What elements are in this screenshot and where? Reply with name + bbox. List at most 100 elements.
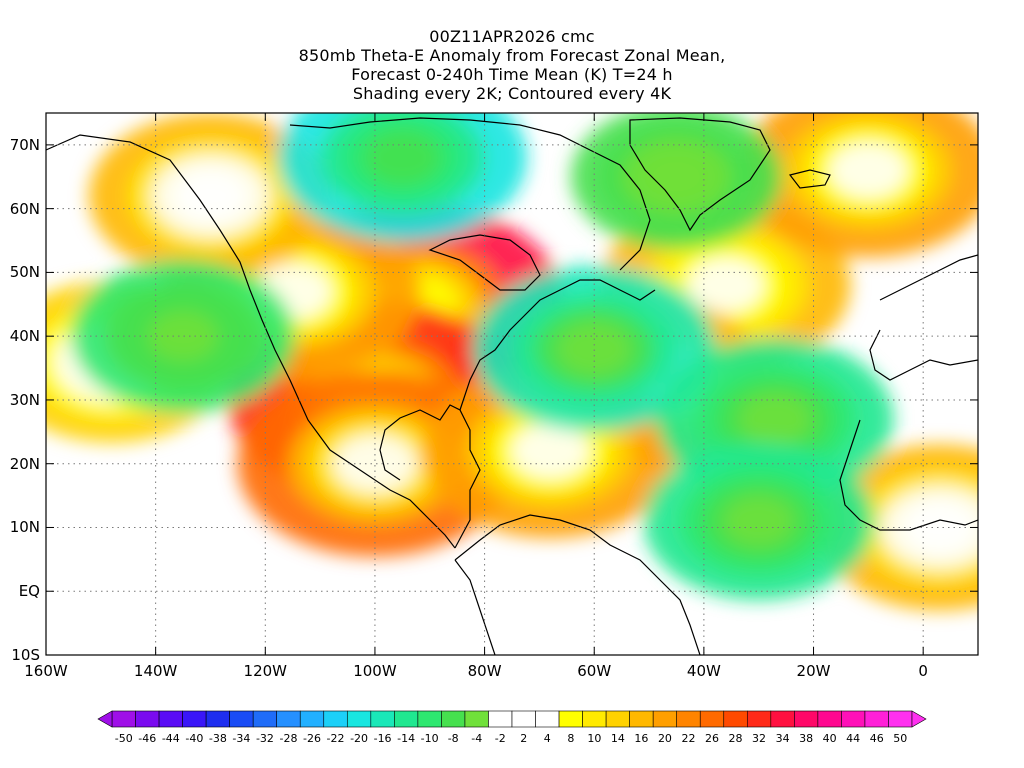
lon-label: 120W — [243, 662, 288, 680]
anomaly-region — [722, 495, 795, 547]
lon-label: 40W — [686, 662, 721, 680]
lat-label: 40N — [9, 327, 40, 346]
colorbar-label: 4 — [543, 732, 551, 745]
colorbar-segment — [652, 710, 678, 728]
colorbar-label: 32 — [752, 732, 767, 745]
colorbar-segment — [229, 710, 254, 728]
colorbar-segment — [276, 710, 301, 728]
colorbar-segment — [511, 710, 536, 728]
colorbar-segment — [723, 710, 748, 728]
colorbar-label: 46 — [869, 732, 884, 745]
colorbar-label: -22 — [326, 732, 345, 745]
colorbar-segment — [417, 710, 442, 728]
colorbar-segment — [817, 710, 842, 728]
colorbar-segment — [394, 710, 419, 728]
colorbar-segment — [841, 710, 866, 728]
lat-label: 60N — [9, 199, 40, 218]
lat-label: 70N — [9, 135, 40, 154]
colorbar-label: 28 — [728, 732, 743, 745]
colorbar-segment — [158, 710, 183, 728]
lon-label: 60W — [577, 662, 612, 680]
colorbar-segment — [676, 710, 701, 728]
coast-europe — [879, 254, 978, 301]
colorbar-segment — [746, 710, 772, 728]
coast-hudson-bay — [428, 234, 541, 291]
colorbar-segment — [346, 710, 372, 728]
colorbar-label: -46 — [138, 732, 157, 745]
colorbar-label: -8 — [447, 732, 459, 745]
colorbar-label: 10 — [587, 732, 602, 745]
colorbar-label: -28 — [279, 732, 298, 745]
colorbar-label: -34 — [232, 732, 251, 745]
coast-east-us — [459, 279, 656, 411]
coast-gulf-florida — [379, 404, 481, 549]
lat-label: 10S — [11, 646, 40, 664]
colorbar-label: -2 — [494, 732, 506, 745]
colorbar-segment — [770, 710, 795, 728]
colorbar-label: 20 — [657, 732, 672, 745]
colorbar-segment — [582, 710, 607, 728]
title-line-3: Forecast 0-240h Time Mean (K) T=24 h — [351, 65, 673, 84]
colorbar-label: 22 — [681, 732, 696, 745]
colorbar-segment — [605, 710, 630, 728]
colorbar-label: -38 — [208, 732, 227, 745]
colorbar-label: 2 — [520, 732, 528, 745]
lon-label: 20W — [796, 662, 831, 680]
axis-ticks — [45, 113, 978, 656]
lat-label: 20N — [9, 454, 40, 473]
colorbar-segment — [699, 710, 725, 728]
colorbar-label: -50 — [114, 732, 133, 745]
colorbar-segment — [629, 710, 654, 728]
title-line-2: 850mb Theta-E Anomaly from Forecast Zona… — [298, 46, 726, 65]
anomaly-region — [687, 257, 765, 313]
colorbar-label: -14 — [397, 732, 416, 745]
coast-africa — [839, 419, 978, 531]
title-line-1: 00Z11APR2026 cmc — [429, 27, 595, 46]
colorbar-label: 14 — [610, 732, 625, 745]
colorbar-label: -40 — [185, 732, 204, 745]
colorbar-segment — [111, 710, 136, 728]
coast-iceland — [788, 169, 831, 189]
colorbar-label: -10 — [420, 732, 439, 745]
colorbar-segment — [464, 710, 489, 728]
colorbar-label: -16 — [373, 732, 392, 745]
lat-label: 30N — [9, 390, 40, 409]
anomaly-region — [148, 311, 218, 362]
colorbar-segment — [205, 710, 230, 728]
title-line-4: Shading every 2K; Contoured every 4K — [352, 84, 672, 103]
colorbar-arrow-right — [911, 710, 927, 728]
colorbar-segment — [323, 710, 348, 728]
colorbar-segment — [558, 710, 583, 728]
colorbar-label: 8 — [567, 732, 575, 745]
colorbar-label: 44 — [846, 732, 861, 745]
anomaly-region — [901, 500, 978, 555]
colorbar-label: 40 — [822, 732, 837, 745]
colorbar-label: 38 — [799, 732, 814, 745]
continent-outlines — [46, 117, 978, 655]
coast-iberia-africa — [869, 329, 978, 381]
colorbar-label: -44 — [161, 732, 180, 745]
lat-label: 50N — [9, 263, 40, 282]
colorbar-segment — [299, 710, 325, 728]
colorbar-label: -26 — [303, 732, 321, 745]
coast-south-america-west — [454, 559, 496, 655]
lat-lon-grid — [46, 113, 978, 655]
colorbar-segment — [441, 710, 466, 728]
colorbar-label: 34 — [775, 732, 790, 745]
lon-label: 0 — [918, 662, 928, 680]
colorbar-segment — [864, 710, 889, 728]
coast-canada-arctic — [289, 117, 651, 271]
colorbar-label: 50 — [893, 732, 908, 745]
colorbar-label: 26 — [705, 732, 719, 745]
colorbar-segment — [252, 710, 278, 728]
colorbar-segment — [488, 710, 513, 728]
lon-label: 160W — [24, 662, 68, 680]
colorbar-segment — [370, 710, 395, 728]
lon-label: 140W — [133, 662, 178, 680]
anomaly-region — [510, 422, 590, 479]
anomaly-region — [332, 433, 418, 494]
colorbar-segment — [888, 710, 913, 728]
lat-label: EQ — [18, 582, 40, 601]
anomaly-region — [172, 169, 249, 223]
